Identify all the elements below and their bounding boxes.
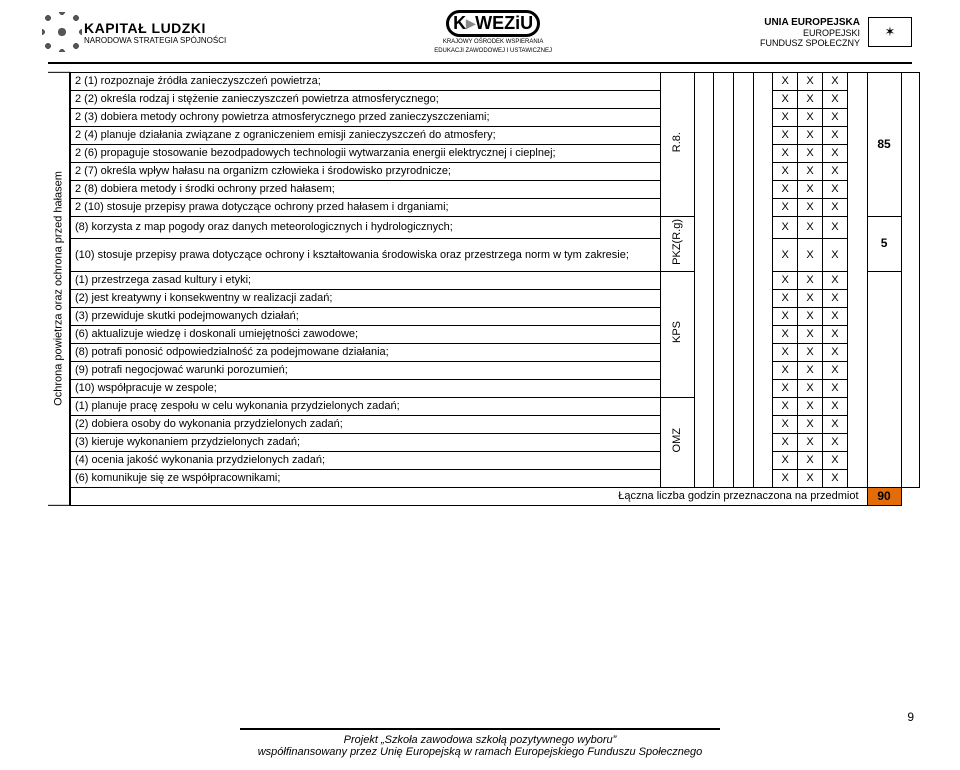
table-row: (3) kieruje wykonaniem przydzielonych za… — [71, 433, 920, 451]
table-row: (1) przestrzega zasad kultury i etyki; K… — [71, 271, 920, 289]
table-row: (1) planuje pracę zespołu w celu wykonan… — [71, 397, 920, 415]
table-row: (6) aktualizuje wiedzę i doskonali umiej… — [71, 325, 920, 343]
eu-line1: UNIA EUROPEJSKA — [760, 17, 860, 28]
page-footer: Projekt „Szkoła zawodowa szkołą pozytywn… — [0, 728, 960, 758]
total-value: 90 — [867, 487, 901, 505]
koweziu-sub2: EDUKACJI ZAWODOWEJ I USTAWICZNEJ — [434, 48, 552, 55]
main-content: Ochrona powietrza oraz ochrona przed hał… — [0, 72, 960, 506]
koweziu-sub1: KRAJOWY OŚRODEK WSPIERANIA — [434, 39, 552, 46]
page-number: 9 — [907, 710, 914, 724]
table-row: (10) współpracuje w zespole;XXX — [71, 379, 920, 397]
hours-5: 5 — [867, 217, 901, 272]
logo-koweziu: K▸WEZiU KRAJOWY OŚRODEK WSPIERANIA EDUKA… — [434, 10, 552, 55]
table-row: (8) korzysta z map pogody oraz danych me… — [71, 217, 920, 239]
table-row: (6) komunikuje się ze współpracownikami;… — [71, 469, 920, 487]
header-separator — [48, 62, 912, 64]
logo-eu: UNIA EUROPEJSKA EUROPEJSKI FUNDUSZ SPOŁE… — [760, 17, 912, 48]
code-kps: KPS — [660, 271, 694, 397]
table-row: 2 (6) propaguje stosowanie bezodpadowych… — [71, 145, 920, 163]
table-row: 2 (10) stosuje przepisy prawa dotyczące … — [71, 199, 920, 217]
kl-icon — [48, 18, 76, 46]
code-pkz: PKZ(R.g) — [660, 217, 694, 272]
logo-kapital-ludzki: KAPITAŁ LUDZKI NARODOWA STRATEGIA SPÓJNO… — [48, 18, 226, 46]
table-row: 2 (4) planuje działania związane z ogran… — [71, 127, 920, 145]
table-row: (4) ocenia jakość wykonania przydzielony… — [71, 451, 920, 469]
table-row: 2 (3) dobiera metody ochrony powietrza a… — [71, 109, 920, 127]
hours-85: 85 — [867, 73, 901, 217]
page-header: KAPITAŁ LUDZKI NARODOWA STRATEGIA SPÓJNO… — [0, 0, 960, 62]
criteria-table: 2 (1) rozpoznaje źródła zanieczyszczeń p… — [70, 72, 920, 506]
total-row: Łączna liczba godzin przeznaczona na prz… — [71, 487, 920, 505]
table-row: (2) jest kreatywny i konsekwentny w real… — [71, 289, 920, 307]
table-row: 2 (8) dobiera metody i środki ochrony pr… — [71, 181, 920, 199]
total-label: Łączna liczba godzin przeznaczona na prz… — [71, 487, 868, 505]
code-omz: OMZ — [660, 397, 694, 487]
footer-line1: Projekt „Szkoła zawodowa szkołą pozytywn… — [0, 734, 960, 746]
table-row: (8) potrafi ponosić odpowiedzialność za … — [71, 343, 920, 361]
eu-line3: FUNDUSZ SPOŁECZNY — [760, 38, 860, 48]
code-r8: R.8. — [660, 73, 694, 217]
kl-subtitle: NARODOWA STRATEGIA SPÓJNOŚCI — [84, 36, 226, 45]
footer-line2: współfinansowany przez Unię Europejską w… — [0, 746, 960, 758]
kl-title: KAPITAŁ LUDZKI — [84, 20, 226, 36]
eu-flag-icon: ✶ — [868, 17, 912, 47]
table-row: (2) dobiera osoby do wykonania przydziel… — [71, 415, 920, 433]
table-row: 2 (2) określa rodzaj i stężenie zanieczy… — [71, 91, 920, 109]
table-row: 2 (7) określa wpływ hałasu na organizm c… — [71, 163, 920, 181]
row-text: 2 (1) rozpoznaje źródła zanieczyszczeń p… — [71, 73, 661, 91]
table-row: (3) przewiduje skutki podejmowanych dzia… — [71, 307, 920, 325]
table-row: 2 (1) rozpoznaje źródła zanieczyszczeń p… — [71, 73, 920, 91]
table-row: (9) potrafi negocjować warunki porozumie… — [71, 361, 920, 379]
section-vertical-label: Ochrona powietrza oraz ochrona przed hał… — [48, 72, 70, 506]
table-row: (10) stosuje przepisy prawa dotyczące oc… — [71, 239, 920, 271]
eu-line2: EUROPEJSKI — [760, 28, 860, 38]
